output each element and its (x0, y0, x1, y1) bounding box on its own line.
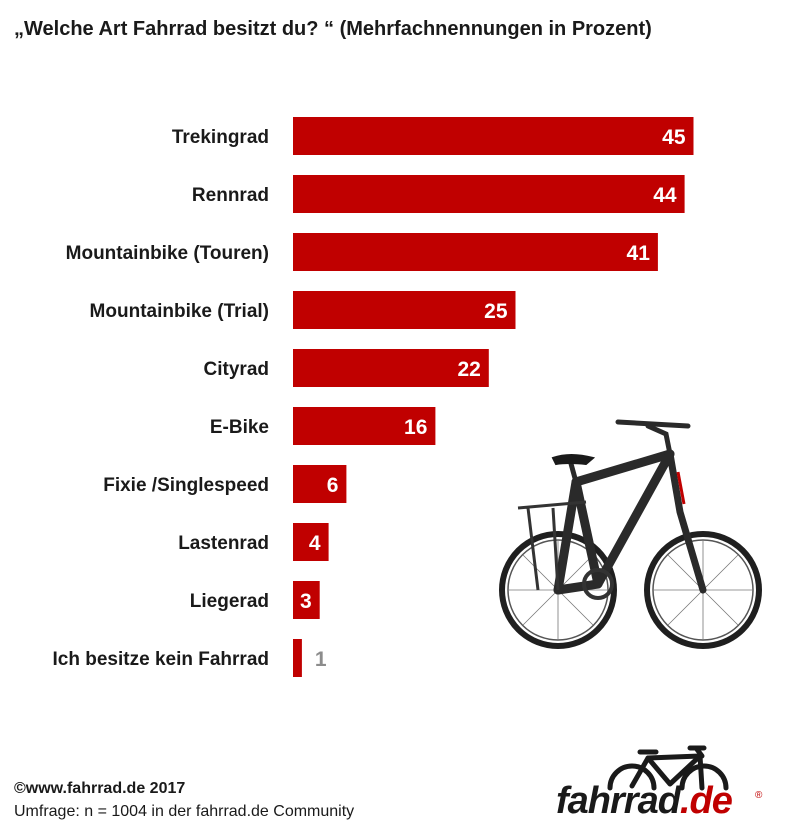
bar-value-label: 3 (300, 590, 312, 613)
bar-value-label: 22 (457, 358, 480, 381)
bar-value-label: 45 (662, 126, 686, 149)
category-label: Lastenrad (178, 533, 269, 554)
bar (293, 349, 489, 387)
bar (293, 465, 347, 503)
bicycle-image (499, 419, 762, 649)
category-label: Ich besitze kein Fahrrad (53, 649, 269, 670)
bar-value-label: 6 (327, 474, 339, 497)
bar (293, 117, 694, 155)
bar-value-label: 41 (627, 242, 651, 265)
registered-mark: ® (755, 790, 763, 801)
bar (293, 233, 658, 271)
category-label: Mountainbike (Touren) (66, 243, 269, 264)
category-label: E-Bike (210, 417, 269, 438)
category-label: Cityrad (204, 359, 269, 380)
category-label: Rennrad (192, 185, 269, 206)
logo-text-suffix: .de (679, 780, 733, 822)
survey-note: Umfrage: n = 1004 in der fahrrad.de Comm… (14, 803, 355, 820)
bar-value-label: 16 (404, 416, 427, 439)
fahrrad-logo: fahrrad.de ® (550, 744, 770, 824)
logo-text-main: fahrrad (556, 780, 681, 822)
category-label: Fixie /Singlespeed (103, 475, 269, 496)
bar (293, 291, 516, 329)
bar-value-label: 25 (484, 300, 508, 323)
category-label: Liegerad (190, 591, 269, 612)
category-label: Trekingrad (172, 127, 269, 148)
bar (293, 407, 436, 445)
bar-chart: Trekingrad 45 Rennrad 44 Mountainbike (Toure… (53, 117, 694, 677)
bar (293, 175, 685, 213)
bar-value-label: 4 (309, 532, 321, 555)
logo-bike-icon (607, 745, 729, 791)
bar (293, 523, 329, 561)
bar-value-label: 44 (653, 184, 677, 207)
chart-title: „Welche Art Fahrrad besitzt du? “ (Mehrf… (14, 18, 652, 40)
category-label: Mountainbike (Trial) (90, 301, 269, 322)
logo-wordmark: fahrrad.de (556, 780, 733, 823)
bar (293, 639, 302, 677)
copyright-text: ©www.fahrrad.de 2017 (14, 780, 186, 797)
bar-value-label: 1 (315, 648, 327, 671)
bar (293, 581, 320, 619)
